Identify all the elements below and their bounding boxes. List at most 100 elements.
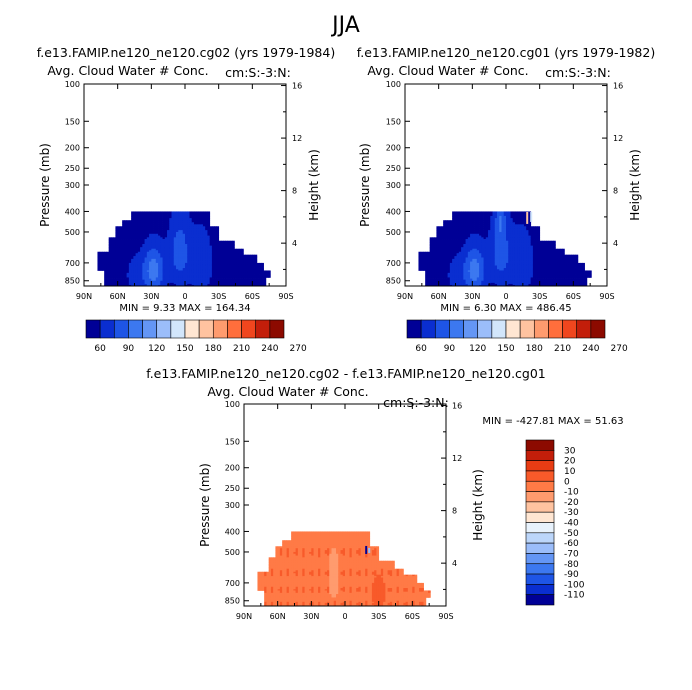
contour-cell [144, 233, 148, 236]
contour-cell [236, 266, 240, 269]
contour-cell [113, 250, 116, 253]
contour-cell [108, 272, 112, 275]
contour-cell [431, 240, 435, 243]
contour-cell [193, 211, 197, 215]
contour-cell [106, 271, 110, 274]
contour-cell [472, 272, 475, 275]
contour-cell [173, 239, 177, 242]
contour-cell [449, 268, 453, 270]
contour-cell [160, 277, 163, 279]
contour-cell [488, 253, 491, 256]
contour-cell [99, 261, 103, 264]
contour-cell [503, 258, 507, 261]
y-tick-label: 150 [65, 117, 80, 126]
contour-cell [229, 254, 233, 257]
contour-cell [485, 271, 489, 274]
contour-cell [99, 258, 103, 261]
contour-cell [465, 277, 469, 279]
contour-cell [135, 220, 139, 223]
contour-cell [169, 261, 172, 264]
contour-cell [461, 242, 464, 245]
contour-cell [434, 242, 437, 245]
contour-cell [158, 248, 161, 251]
contour-cell [182, 231, 186, 235]
contour-cell [456, 274, 460, 276]
contour-cell [452, 283, 455, 286]
contour-cell [144, 215, 148, 219]
contour-cell [470, 230, 473, 233]
contour-cell [214, 260, 217, 262]
contour-cell [223, 281, 226, 284]
contour-cell [198, 257, 202, 260]
contour-cell [454, 271, 458, 274]
contour-cell [227, 257, 231, 260]
contour-cell [169, 248, 172, 251]
contour-cell [149, 260, 152, 262]
contour-cell [182, 276, 186, 278]
contour-cell [218, 264, 222, 266]
contour-cell [456, 220, 460, 223]
contour-cell [463, 278, 466, 281]
contour-cell [205, 231, 208, 235]
contour-cell [445, 230, 449, 233]
contour-cell [247, 277, 251, 279]
contour-cell [494, 240, 498, 243]
contour-cell [207, 278, 211, 281]
contour-cell [122, 260, 125, 262]
contour-cell [467, 257, 471, 260]
contour-cell [119, 251, 123, 254]
contour-cell [508, 280, 511, 283]
contour-cell [220, 242, 224, 245]
contour-cell [126, 239, 130, 242]
contour-cell [220, 245, 224, 248]
contour-cell [155, 239, 159, 242]
contour-cell [250, 275, 253, 277]
contour-cell [268, 270, 271, 273]
contour-cell [454, 240, 458, 243]
contour-cell [189, 268, 193, 270]
contour-cell [447, 228, 451, 231]
contour-cell [227, 250, 231, 253]
contour-cell [209, 278, 213, 281]
contour-cell [153, 282, 157, 285]
contour-cell [153, 213, 157, 217]
contour-cell [234, 280, 238, 283]
contour-cell [467, 254, 471, 257]
contour-cell [425, 268, 428, 270]
contour-cell [485, 244, 489, 247]
contour-cell [418, 256, 422, 258]
contour-cell [485, 251, 489, 254]
contour-cell [236, 275, 240, 277]
contour-cell [490, 228, 493, 231]
contour-cell [185, 230, 188, 233]
contour-cell [465, 260, 469, 262]
contour-cell [483, 276, 487, 278]
contour-cell [108, 244, 112, 247]
contour-cell [252, 268, 255, 270]
contour-cell [158, 213, 161, 217]
contour-cell [245, 279, 249, 282]
contour-cell [216, 245, 220, 248]
contour-cell [481, 239, 484, 242]
contour-cell [474, 274, 478, 276]
contour-cell [171, 231, 175, 235]
contour-cell [160, 228, 163, 231]
contour-cell [115, 258, 119, 261]
contour-cell [137, 256, 141, 258]
contour-cell [463, 269, 466, 271]
contour-cell [499, 253, 502, 256]
contour-cell [187, 264, 190, 266]
colorbar-box [85, 319, 101, 339]
contour-cell [434, 277, 437, 279]
contour-cell [178, 248, 181, 251]
contour-cell [431, 253, 435, 256]
contour-cell [481, 278, 484, 281]
contour-cell [499, 270, 502, 273]
contour-cell [443, 251, 446, 254]
contour-cell [128, 228, 132, 231]
contour-cell [122, 239, 125, 242]
contour-cell [128, 264, 132, 266]
contour-cell [223, 276, 226, 278]
contour-cell [110, 274, 114, 276]
contour-cell [207, 256, 211, 258]
